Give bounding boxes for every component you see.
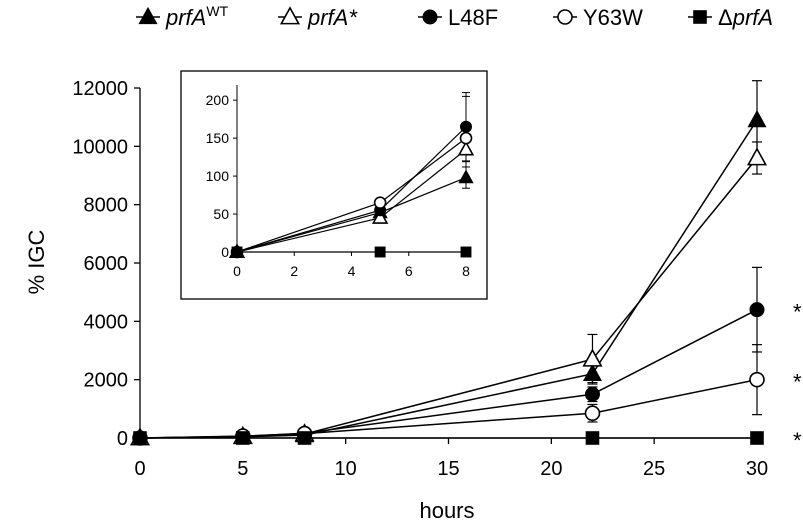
inset-x-tick-label: 2 bbox=[290, 263, 298, 279]
legend-label-suffix: * bbox=[348, 5, 358, 30]
series-line-4 bbox=[139, 378, 758, 439]
inset-x-tick-label: 8 bbox=[462, 263, 470, 279]
inset-data-point-series-2 bbox=[371, 209, 389, 224]
data-point-series-5 bbox=[585, 431, 600, 445]
legend-marker-5 bbox=[693, 10, 707, 24]
significance-marker: * bbox=[793, 370, 802, 395]
x-axis-title: hours bbox=[419, 498, 474, 523]
y-axis-title: % IGC bbox=[24, 230, 49, 295]
data-point-series-2 bbox=[746, 147, 768, 166]
legend-label-base: Y63W bbox=[583, 5, 643, 30]
inset-data-point-series-2 bbox=[457, 140, 475, 156]
inset-data-point-series-5 bbox=[460, 246, 472, 258]
inset-y-tick-label: 150 bbox=[206, 130, 230, 146]
data-point-series-3 bbox=[584, 386, 600, 402]
legend-marker-3 bbox=[422, 9, 438, 25]
x-tick-label: 25 bbox=[643, 458, 665, 480]
legend-label-prefix: Δ bbox=[718, 5, 733, 30]
x-tick-label: 15 bbox=[437, 458, 459, 480]
y-tick-label: 6000 bbox=[84, 253, 129, 275]
x-tick-label: 0 bbox=[134, 458, 145, 480]
legend-marker-4 bbox=[557, 9, 573, 25]
y-tick-label: 2000 bbox=[84, 370, 129, 392]
legend-label-3: L48F bbox=[448, 5, 498, 30]
legend-marker-1 bbox=[138, 6, 158, 25]
data-point-series-5 bbox=[750, 431, 764, 445]
x-tick-label: 10 bbox=[335, 458, 357, 480]
x-tick-label: 5 bbox=[237, 458, 248, 480]
inset-frame bbox=[180, 70, 488, 300]
series-line-3 bbox=[139, 308, 758, 439]
legend-marker-2 bbox=[279, 6, 301, 25]
data-point-series-3 bbox=[749, 302, 765, 318]
data-point-series-2 bbox=[582, 348, 603, 367]
inset-y-tick-label: 0 bbox=[221, 244, 229, 260]
legend-label-1: prfAWT bbox=[165, 3, 229, 30]
y-tick-label: 0 bbox=[117, 428, 128, 450]
inset-x-tick-label: 0 bbox=[233, 263, 241, 279]
inset-data-point-series-5 bbox=[231, 246, 243, 258]
inset-y-tick-label: 200 bbox=[206, 92, 230, 108]
legend: prfAWT prfA* L48F Y63W ΔprfA bbox=[136, 3, 773, 30]
legend-label-4: Y63W bbox=[583, 5, 643, 30]
inset-data-point-series-4 bbox=[459, 131, 473, 145]
y-tick-label: 12000 bbox=[72, 78, 128, 100]
legend-label-5: ΔprfA bbox=[718, 5, 773, 30]
x-tick-label: 30 bbox=[746, 458, 768, 480]
significance-marker: * bbox=[793, 428, 802, 453]
legend-label-base: prfA bbox=[732, 5, 773, 30]
inset-plot: 0 50 100 150 200 0 2 4 6 8 bbox=[180, 70, 488, 300]
inset-data-point-series-1 bbox=[458, 169, 474, 184]
data-point-series-1 bbox=[582, 363, 602, 381]
legend-label-base: prfA bbox=[165, 5, 206, 30]
inset-y-tick-label: 100 bbox=[206, 168, 230, 184]
legend-label-base: L48F bbox=[448, 5, 498, 30]
data-point-series-4 bbox=[749, 371, 765, 388]
inset-data-point-series-3 bbox=[460, 120, 472, 133]
inset-data-point-series-4 bbox=[373, 196, 387, 209]
significance-marker: * bbox=[793, 300, 802, 325]
data-point-series-5 bbox=[297, 431, 312, 445]
legend-label-superscript: WT bbox=[206, 3, 228, 19]
y-tick-label: 4000 bbox=[84, 311, 129, 333]
inset-data-point-series-5 bbox=[374, 246, 386, 258]
data-point-series-5 bbox=[236, 431, 250, 445]
x-tick-label: 20 bbox=[540, 458, 562, 480]
inset-x-tick-label: 4 bbox=[348, 263, 356, 279]
data-point-series-1 bbox=[747, 109, 767, 128]
data-point-series-4 bbox=[584, 405, 601, 422]
legend-label-base: prfA bbox=[307, 5, 348, 30]
data-point-series-5 bbox=[133, 431, 147, 445]
inset-x-tick-label: 6 bbox=[405, 263, 413, 279]
y-tick-label: 8000 bbox=[84, 195, 129, 217]
legend-label-2: prfA* bbox=[307, 5, 358, 30]
y-tick-label: 10000 bbox=[72, 136, 128, 158]
inset-y-tick-label: 50 bbox=[213, 206, 229, 222]
